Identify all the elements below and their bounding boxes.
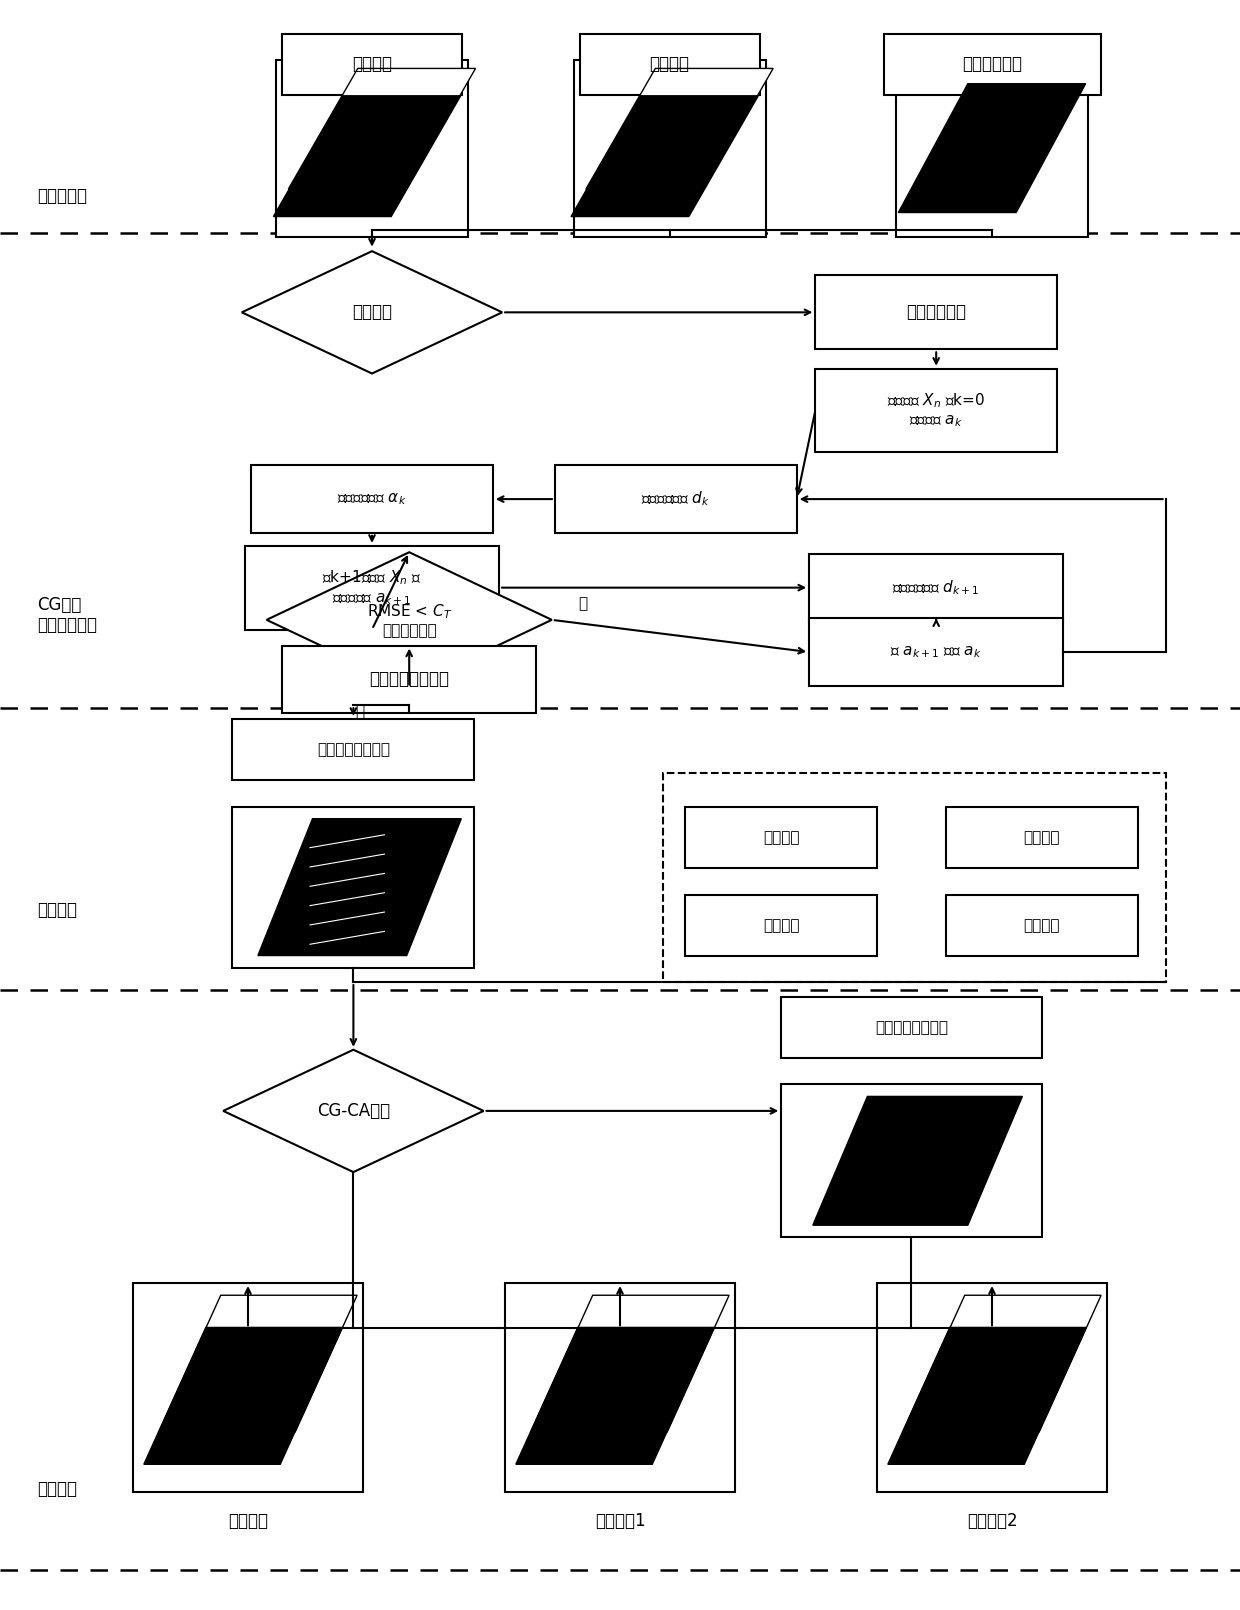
Polygon shape [570,97,759,216]
Polygon shape [898,84,1086,213]
FancyBboxPatch shape [895,60,1089,237]
Text: 产生共轭方向 $d_{k+1}$: 产生共轭方向 $d_{k+1}$ [893,578,980,597]
Text: 初始搜索方向 $d_k$: 初始搜索方向 $d_k$ [641,489,711,509]
FancyBboxPatch shape [945,807,1138,868]
FancyBboxPatch shape [684,895,878,956]
Text: 数据预处理: 数据预处理 [37,187,87,206]
FancyBboxPatch shape [556,465,797,533]
FancyBboxPatch shape [134,1283,362,1492]
Polygon shape [587,68,774,188]
FancyBboxPatch shape [883,34,1101,95]
FancyBboxPatch shape [663,773,1166,982]
Text: 常规情景: 常规情景 [228,1512,268,1531]
FancyBboxPatch shape [808,554,1063,621]
FancyBboxPatch shape [281,34,461,95]
FancyBboxPatch shape [945,895,1138,956]
FancyBboxPatch shape [878,1283,1107,1492]
Text: 空间变量转化概率: 空间变量转化概率 [317,742,389,757]
Text: 用 $a_{k+1}$ 替代 $a_k$: 用 $a_{k+1}$ 替代 $a_k$ [890,644,982,660]
Polygon shape [223,1050,484,1172]
Text: 计算搜索步长 $\alpha_k$: 计算搜索步长 $\alpha_k$ [337,491,407,507]
FancyBboxPatch shape [232,807,474,968]
Text: CG-CA模型: CG-CA模型 [317,1101,389,1121]
Text: 限制因素: 限制因素 [1023,918,1060,934]
Text: RMSE < $C_T$
且最大次数？: RMSE < $C_T$ 且最大次数？ [367,602,451,638]
Text: 邻域缩放: 邻域缩放 [763,829,800,845]
FancyBboxPatch shape [232,718,474,779]
Text: 是: 是 [355,704,365,720]
Polygon shape [273,97,461,216]
Text: 空间变量的最终解: 空间变量的最终解 [370,670,449,689]
Text: 土地利用模拟结果: 土地利用模拟结果 [875,1019,947,1035]
Text: 概率缩放: 概率缩放 [1023,829,1060,845]
Polygon shape [516,1327,714,1465]
FancyBboxPatch shape [816,369,1058,452]
FancyBboxPatch shape [506,1283,734,1492]
Text: 空间变量 $X_n$ 在k=0
的初始解 $a_k$: 空间变量 $X_n$ 在k=0 的初始解 $a_k$ [887,391,986,430]
Polygon shape [888,1327,1086,1465]
FancyBboxPatch shape [816,275,1058,349]
FancyBboxPatch shape [684,807,878,868]
Text: 土地利用: 土地利用 [352,55,392,74]
Polygon shape [159,1294,357,1433]
Text: 分层抄样: 分层抄样 [352,303,392,322]
Text: 构建模型: 构建模型 [37,900,77,919]
Text: 城市轨道交通: 城市轨道交通 [962,55,1022,74]
Polygon shape [903,1294,1101,1433]
FancyBboxPatch shape [246,546,498,630]
Text: 构建目标函数: 构建目标函数 [906,303,966,322]
Polygon shape [813,1096,1022,1225]
FancyBboxPatch shape [808,618,1063,686]
Polygon shape [267,552,552,687]
FancyBboxPatch shape [275,60,467,237]
Text: 模型运行: 模型运行 [37,1480,77,1499]
FancyBboxPatch shape [283,646,536,713]
Text: CG优化
空间变量参数: CG优化 空间变量参数 [37,596,97,634]
Polygon shape [144,1327,342,1465]
Text: 空间变量: 空间变量 [650,55,689,74]
FancyBboxPatch shape [580,34,759,95]
Polygon shape [531,1294,729,1433]
Text: 否: 否 [578,596,588,612]
Text: 在k+1为变量 $X_n$ 产
生候选方案 $a_{k+1}$: 在k+1为变量 $X_n$ 产 生候选方案 $a_{k+1}$ [322,568,422,607]
Polygon shape [242,251,502,374]
Polygon shape [258,818,461,955]
Text: 轨交情景1: 轨交情景1 [595,1512,645,1531]
Polygon shape [288,68,476,188]
FancyBboxPatch shape [781,1085,1042,1236]
Text: 轨交情景2: 轨交情景2 [967,1512,1017,1531]
FancyBboxPatch shape [781,997,1042,1058]
Text: 异质因素: 异质因素 [763,918,800,934]
FancyBboxPatch shape [573,60,766,237]
FancyBboxPatch shape [250,465,492,533]
